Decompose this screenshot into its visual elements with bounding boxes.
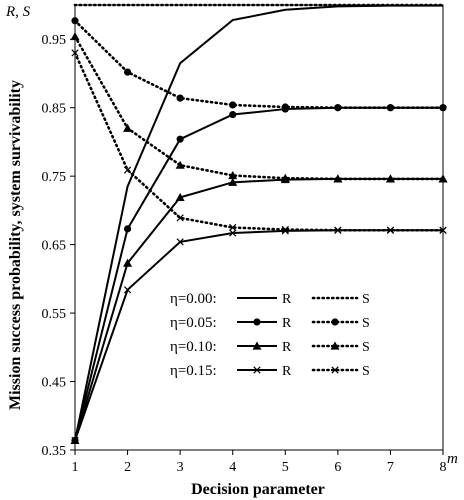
series-eta-010-s-point [228, 170, 238, 180]
series-eta-015-s-point [229, 223, 237, 232]
y-axis-ticks: 0.35 0.45 0.55 0.65 0.75 0.85 0.95 [42, 33, 75, 459]
legend-s-label: S [362, 340, 370, 355]
x-tick-label: 8 [440, 460, 447, 475]
series-eta-010-s-point [438, 174, 448, 183]
series-eta-010-r-point [175, 192, 185, 201]
series-eta-005-s-point [439, 104, 447, 112]
legend-r-label: R [282, 340, 292, 355]
legend-entry-label: η=0.10: [170, 339, 217, 355]
legend-r-label: R [282, 292, 292, 307]
series-eta-015-r-point [71, 436, 79, 445]
x-tick-label: 1 [72, 460, 79, 475]
legend-r-label: R [282, 364, 292, 379]
series-eta-015-s-point [386, 226, 395, 234]
y-axis-label: Mission success probability, system surv… [7, 80, 24, 410]
x-tick-label: 2 [124, 460, 131, 475]
y-axis-symbol: R, S [5, 4, 31, 20]
x-axis-symbol: m [447, 451, 458, 467]
legend-entry-label: η=0.00: [170, 291, 217, 307]
series-eta-010-s-line [73, 35, 445, 181]
x-tick-label: 6 [334, 460, 341, 475]
series-eta-015-s [71, 49, 447, 234]
legend-r-marker [252, 341, 262, 350]
series-eta-015-r-line [74, 229, 443, 441]
series-eta-005-r-line [74, 106, 443, 441]
legend-r-marker [253, 366, 261, 374]
series-eta-015-s-point [439, 226, 447, 234]
legend-s-marker [330, 341, 340, 350]
series-eta-010-s-point [385, 174, 395, 183]
y-tick-label: 0.35 [42, 444, 67, 459]
y-tick-label: 0.75 [42, 170, 67, 185]
legend-s-marker [331, 318, 339, 326]
legend-entry: η=0.00: R S [170, 291, 370, 307]
legend-entry: η=0.10: R S [170, 339, 370, 355]
series-eta-010-r-line [74, 177, 443, 441]
series-eta-005-s-line [73, 19, 445, 109]
series-eta-010-r-point [228, 177, 238, 186]
y-tick-label: 0.95 [42, 33, 67, 48]
y-tick-label: 0.45 [42, 376, 67, 391]
series-eta-005-r-point [229, 110, 237, 119]
series-eta-010-r-point [123, 258, 133, 267]
x-tick-label: 3 [177, 460, 184, 475]
series-eta-005-s-point [334, 104, 342, 112]
legend-r-marker [253, 318, 261, 326]
x-axis-ticks: 1 2 3 4 5 6 7 8 [72, 450, 447, 475]
series-eta-015-s-point [334, 226, 342, 234]
series-eta-005-s-point [281, 103, 289, 111]
y-tick-label: 0.85 [42, 102, 67, 117]
legend-entry-label: η=0.15: [170, 363, 217, 379]
legend-r-label: R [282, 316, 292, 331]
series-eta-005-r-point [123, 225, 132, 233]
legend-entry-label: η=0.05: [170, 315, 217, 331]
series-eta-005-s-point [229, 101, 237, 109]
legend-entry: η=0.15: R S [170, 363, 370, 379]
series-eta-015-s-point [281, 225, 289, 234]
y-tick-label: 0.65 [42, 239, 67, 254]
series-eta-015-s-line [73, 51, 445, 232]
series-eta-010-s-point [123, 123, 133, 132]
x-tick-label: 7 [387, 460, 394, 475]
series-eta-015-s-point [71, 49, 79, 57]
legend-s-label: S [362, 316, 370, 331]
series-eta-005-s-point [176, 94, 184, 102]
series-eta-015-r-point [229, 229, 237, 237]
series-eta-015-r-point [176, 238, 184, 246]
series-eta-010-r [70, 174, 448, 445]
y-tick-label: 0.55 [42, 307, 67, 322]
legend-s-marker [331, 366, 339, 374]
series-eta-010-s-point [333, 174, 343, 183]
x-tick-label: 5 [282, 460, 289, 475]
series-eta-005-r-point [176, 135, 184, 143]
legend-s-label: S [362, 364, 370, 379]
series-eta-015-r-point [123, 286, 132, 294]
series-eta-010-s-point [70, 31, 80, 41]
x-axis-label: Decision parameter [191, 481, 325, 498]
series-eta-005-s [71, 17, 447, 112]
series-eta-010-s-point [280, 173, 290, 182]
legend-entry: η=0.05: R S [170, 315, 370, 331]
series-eta-015-s-point [176, 214, 184, 222]
series-eta-010-s [70, 31, 448, 183]
series-layer [70, 3, 448, 445]
series-eta-005-s-point [386, 104, 395, 112]
legend-s-label: S [362, 292, 370, 307]
series-eta-010-s-point [175, 160, 185, 169]
series-eta-005-r [71, 104, 447, 445]
series-eta-015-s-point [123, 166, 132, 174]
series-eta-005-s-point [71, 17, 79, 25]
legend: η=0.00: R Sη=0.05: R Sη=0.10: R Sη=0.15: R S [170, 291, 370, 379]
series-eta-005-s-point [123, 68, 132, 76]
x-tick-label: 4 [229, 460, 236, 475]
